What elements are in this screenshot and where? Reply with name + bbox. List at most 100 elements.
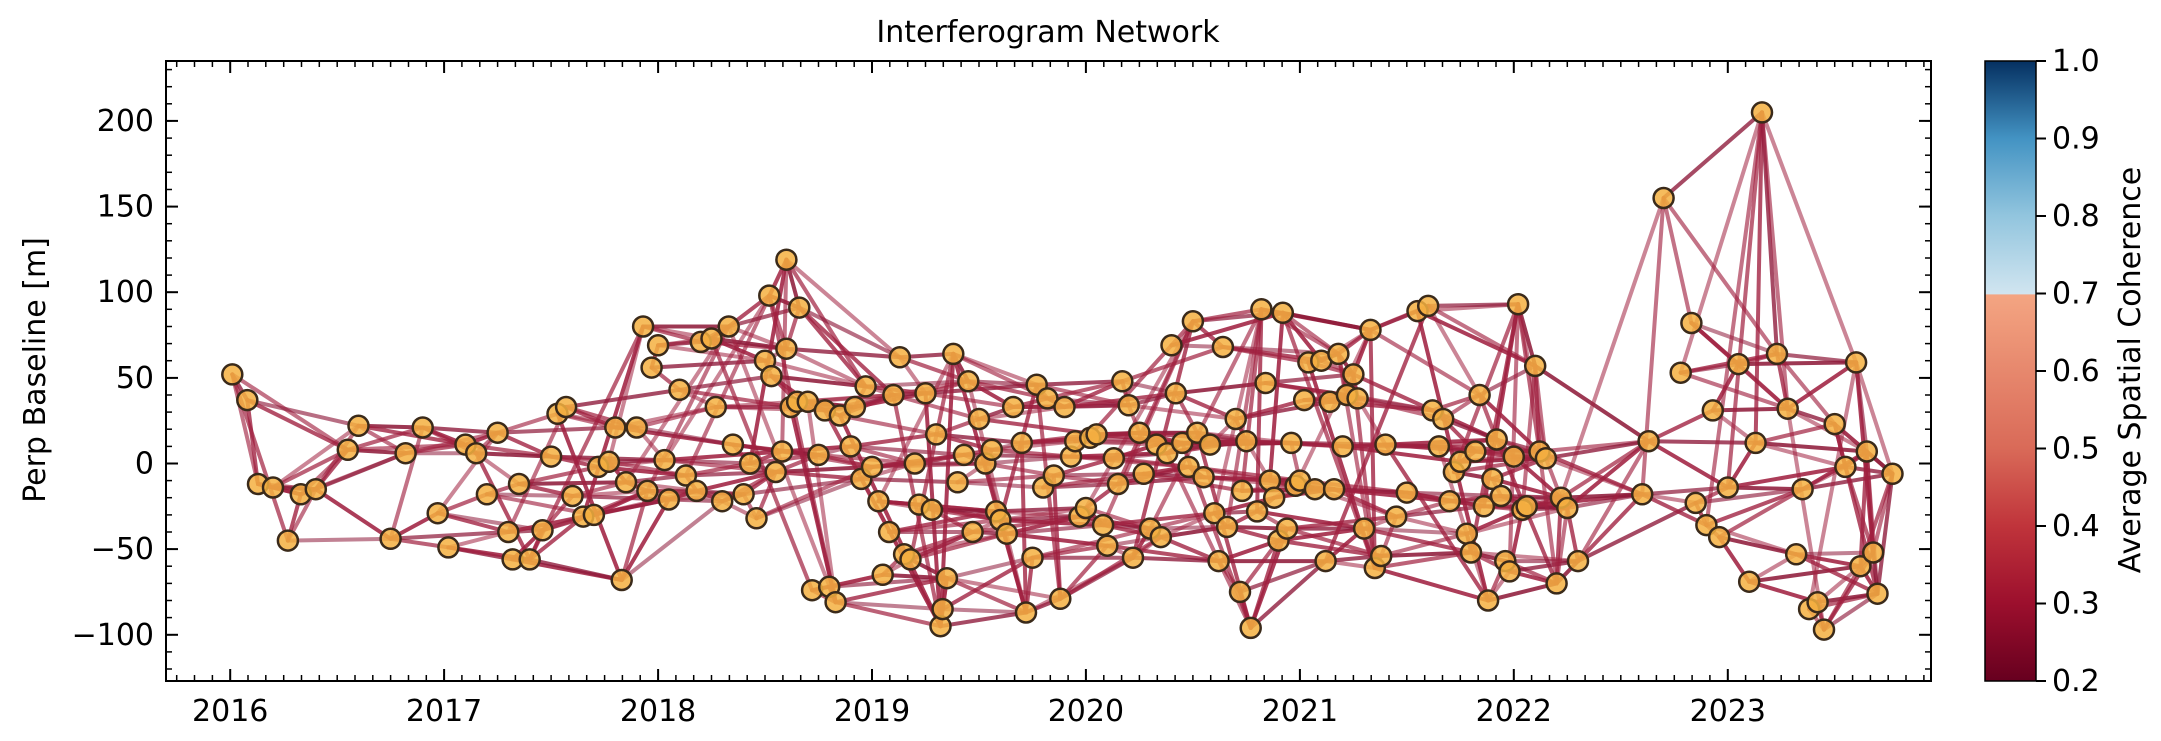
acquisition-point <box>1198 433 1222 456</box>
network-edge <box>989 447 1073 459</box>
acquisition-point <box>554 395 578 419</box>
acquisition-point <box>221 363 244 386</box>
network-edge <box>683 470 778 478</box>
network-edge <box>1661 110 1764 200</box>
network-edge <box>797 305 868 389</box>
acquisition-point <box>877 520 901 544</box>
acquisition-point <box>1861 541 1885 564</box>
acquisition-point <box>1427 435 1451 458</box>
acquisition-point <box>1245 500 1269 523</box>
network-edge <box>940 607 1028 615</box>
network-edge <box>763 358 868 389</box>
acquisition-point <box>738 452 762 475</box>
acquisition-point <box>1881 462 1904 486</box>
network-edge <box>1704 110 1764 528</box>
acquisition-point <box>1534 447 1558 470</box>
acquisition-point <box>261 476 285 499</box>
acquisition-point <box>411 416 434 439</box>
network-edge <box>1368 327 1482 397</box>
network-edge <box>784 346 868 389</box>
acquisition-point <box>657 488 681 511</box>
acquisition-point <box>1716 476 1740 499</box>
network-edge <box>313 451 408 492</box>
acquisition-point <box>1744 431 1767 455</box>
network-edge <box>837 413 939 437</box>
acquisition-point <box>646 334 670 357</box>
acquisition-point <box>1844 351 1868 374</box>
acquisition-point <box>1468 383 1491 407</box>
network-edge <box>848 444 966 457</box>
network-edge <box>1238 559 1328 594</box>
network-edge <box>1753 440 1869 454</box>
network-edge <box>1190 307 1264 324</box>
acquisition-point <box>1230 479 1254 503</box>
acquisition-point <box>1849 554 1872 578</box>
acquisition-point <box>920 498 944 521</box>
acquisition-point <box>1121 546 1145 569</box>
network-edge <box>726 305 802 329</box>
acquisition-point <box>1160 334 1183 357</box>
acquisition-point <box>1203 501 1226 525</box>
acquisition-point <box>1177 455 1200 479</box>
network-edge <box>1678 370 1790 411</box>
acquisition-point <box>871 563 894 587</box>
acquisition-point <box>1438 489 1461 513</box>
chart-title: Interferogram Network <box>876 15 1220 50</box>
plot-frame <box>165 60 1932 682</box>
acquisition-point <box>764 460 787 484</box>
acquisition-point <box>1727 352 1750 376</box>
network-edge <box>944 555 1035 581</box>
network-edge <box>1486 581 1559 603</box>
network-edge <box>923 391 1016 409</box>
acquisition-point <box>1498 560 1521 583</box>
x-tick-label: 2017 <box>406 694 482 729</box>
network-edge <box>1383 442 1491 603</box>
network-edge <box>1646 408 1715 444</box>
network-edge <box>1372 566 1491 603</box>
acquisition-point <box>758 284 781 307</box>
acquisition-point <box>1010 431 1034 455</box>
y-tick-label: −50 <box>91 532 154 567</box>
y-tick-label: −100 <box>72 618 154 653</box>
acquisition-point <box>775 337 798 360</box>
network-edge <box>662 293 772 463</box>
network-edge <box>1565 439 1651 510</box>
acquisition-point <box>1275 517 1299 540</box>
network-edge <box>619 499 725 582</box>
acquisition-point <box>1684 491 1707 515</box>
acquisition-point <box>1506 292 1530 316</box>
network-edge <box>634 425 735 447</box>
colorbar-tick-label: 0.8 <box>2052 199 2100 234</box>
network-edge <box>908 530 975 562</box>
network-edge <box>1351 372 1435 413</box>
acquisition-point <box>347 414 370 438</box>
acquisition-point <box>717 315 740 338</box>
acquisition-point <box>924 423 948 446</box>
acquisition-point <box>1331 435 1354 458</box>
network-edge <box>769 374 868 389</box>
colorbar-tick-label: 0.6 <box>2052 354 2100 389</box>
acquisition-point <box>1485 428 1508 451</box>
acquisition-point <box>1053 395 1076 419</box>
acquisition-point <box>1369 544 1393 568</box>
network-edge <box>662 449 785 463</box>
network-edge <box>649 358 767 370</box>
acquisition-point <box>700 327 723 350</box>
x-axis-ticks: 2016 2017 2018 2019 2020 2021 2022 2023 <box>175 61 1925 729</box>
network-edge <box>506 405 569 534</box>
network-edge <box>897 355 971 384</box>
acquisition-points <box>221 101 1904 641</box>
acquisition-point <box>631 315 655 338</box>
network-edge <box>1233 398 1307 421</box>
acquisition-point <box>1431 407 1455 431</box>
network-edge <box>1263 372 1356 385</box>
acquisition-point <box>1111 370 1134 393</box>
acquisition-point <box>336 438 360 462</box>
acquisition-point <box>1765 342 1789 366</box>
network-edge <box>388 425 425 541</box>
acquisition-point <box>946 471 969 494</box>
x-tick-label: 2016 <box>192 694 268 729</box>
network-edge <box>1255 307 1264 514</box>
acquisition-point <box>1117 394 1140 417</box>
acquisition-point <box>236 388 259 412</box>
